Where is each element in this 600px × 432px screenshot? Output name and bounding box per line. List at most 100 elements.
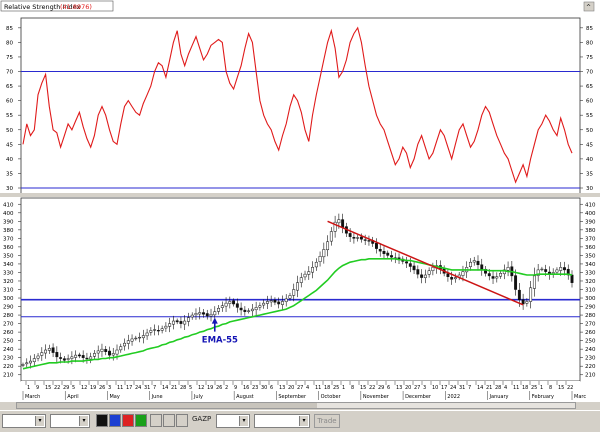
chart-type-select[interactable]: ▾ [2,414,46,428]
account-select[interactable]: ▾ [254,414,310,428]
candle-body [51,347,55,353]
candle-body [292,289,296,296]
rsi-left-tick-label: 50 [6,128,13,134]
scrollbar-thumb[interactable] [17,403,317,408]
day-tick-label: 26 [216,385,222,391]
bottom-toolbar: ▾ ▾ GAZP ▾ ▾ Trade [0,410,600,432]
price-left-tick-label: 410 [3,202,14,208]
panel-splitter[interactable] [0,193,600,197]
price-right-tick-label: 320 [585,279,596,285]
candle-body [25,362,29,365]
time-axis: 1 9 15 22 29 5 12 19 26 3 11 17 24 31 7 14 21 28 5 12 19 26 2 9… [21,381,586,401]
rsi-right-axis: 30 35 40 45 50 55 60 65 70 75 80 85 [580,26,593,192]
day-tick-label: 14 [162,385,168,391]
day-tick-label: 21 [486,385,492,391]
candle-body [341,219,345,228]
candle-body [296,282,299,291]
month-tick-label: March [25,394,40,400]
rsi-left-tick-label: 65 [6,84,13,90]
candle-body [168,323,172,327]
candle-body [284,298,288,302]
candle-body [502,269,506,275]
candle-body [363,239,367,241]
candle-body [446,273,450,277]
day-tick-label: 13 [279,385,285,391]
candle-body [540,268,544,271]
properties-button[interactable] [176,414,188,427]
day-tick-label: 4 [504,385,507,391]
candle-body [318,256,322,262]
timeframe-select[interactable]: ▾ [216,414,250,428]
candle-body [529,287,533,302]
candle-body [111,353,115,356]
day-tick-label: 1 [342,385,345,391]
candle-body [239,307,243,311]
day-tick-label: 6 [387,385,390,391]
line-style-select[interactable]: ▾ [50,414,90,428]
candle-body [521,299,525,305]
rsi-right-tick-label: 30 [586,186,593,192]
chevron-down-icon: ▾ [299,416,308,426]
candle-body [378,248,382,252]
price-right-tick-label: 240 [585,347,596,353]
rsi-value-label: (41.8976) [60,3,92,11]
time-scrollbar[interactable] [16,402,576,409]
month-tick-label: August [236,394,254,400]
candle-body [423,274,427,279]
candle-body [461,271,465,276]
candle-body [198,312,202,315]
panel-collapse-button[interactable] [583,1,595,12]
candlestick-series [21,213,574,369]
chevron-down-icon: ▾ [35,416,44,426]
candle-body [93,353,96,357]
month-tick-label: Marc [574,394,586,400]
candle-body [352,237,356,239]
month-tick-label: April [67,394,78,400]
candle-body [412,265,416,271]
candle-body [247,310,251,312]
month-tick-label: June [151,394,163,400]
day-tick-label: 25 [333,385,339,391]
rsi-left-tick-label: 70 [6,70,13,76]
day-tick-label: 15 [360,385,366,391]
candle-body [205,313,209,317]
day-tick-label: 8 [549,385,552,391]
candle-body [70,356,74,359]
candle-body [100,348,104,352]
price-right-tick-label: 290 [585,305,596,311]
price-left-tick-label: 360 [3,245,14,251]
downtrend-line [327,220,524,306]
rsi-right-tick-label: 70 [586,70,593,76]
ema-annotation-label: EMA-55 [202,336,238,346]
price-left-tick-label: 320 [3,279,14,285]
rsi-right-tick-label: 60 [586,99,593,105]
candle-body [329,231,333,242]
day-tick-label: 7 [153,385,156,391]
color-blue-button[interactable] [109,414,121,427]
price-right-tick-label: 400 [585,211,596,217]
price-right-tick-label: 340 [585,262,596,268]
candle-body [156,329,160,332]
candle-body [145,332,149,337]
color-black-button[interactable] [96,414,108,427]
draw-tool-button[interactable] [150,414,162,427]
trade-button[interactable]: Trade [314,414,340,428]
support-lines [21,298,580,318]
candle-body [254,307,258,311]
candle-body [36,355,40,359]
price-right-tick-label: 260 [585,330,596,336]
price-right-tick-label: 380 [585,228,596,234]
color-red-button[interactable] [122,414,134,427]
candle-body [96,350,100,354]
candle-body [277,301,281,305]
day-tick-label: 21 [171,385,177,391]
price-right-tick-label: 270 [585,322,596,328]
candle-body [183,320,187,325]
candle-body [85,357,89,360]
price-left-tick-label: 390 [3,219,14,225]
day-tick-label: 3 [423,385,426,391]
candle-body [130,338,134,342]
color-green-button[interactable] [135,414,147,427]
rsi-right-tick-label: 75 [586,55,593,61]
zoom-tool-button[interactable] [163,414,175,427]
